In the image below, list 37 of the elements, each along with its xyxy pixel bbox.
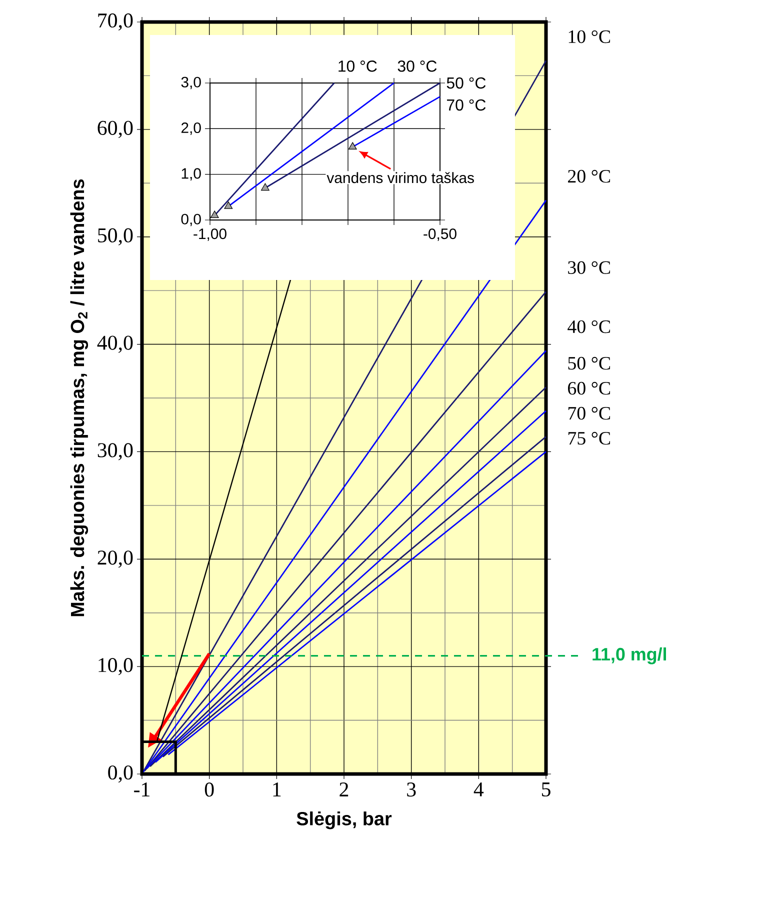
- y-tick-label: 2,0: [181, 122, 201, 135]
- series-label: 50 °C: [568, 356, 610, 370]
- x-axis-title: Slėgis, bar: [296, 811, 392, 830]
- series-label: 40 °C: [568, 320, 610, 334]
- y-axis-title: Maks. deguonies tirpumas, mg O$_{2}$ / litre vandens: [70, 179, 88, 616]
- y-tick-label: 20,0: [98, 550, 133, 568]
- series-label: 70 °C: [447, 99, 486, 111]
- series-label: 50 °C: [446, 77, 486, 89]
- y-tick-label: 60,0: [98, 120, 133, 138]
- series-label: 75 °C: [568, 432, 610, 445]
- y-tick-label: 40,0: [97, 336, 133, 353]
- x-tick-label: -1: [134, 782, 150, 796]
- y-tick-label: 10,0: [98, 658, 133, 676]
- series-label: 10 °C: [568, 30, 610, 44]
- series-label: 70 °C: [568, 406, 610, 420]
- y-tick-label: 30,0: [98, 443, 133, 460]
- y-tick-label: 50,0: [98, 228, 133, 246]
- x-tick-label: 2: [340, 782, 348, 796]
- series-label: 30 °C: [568, 261, 610, 274]
- x-tick-label: 5: [542, 782, 550, 796]
- x-tick-label: -1,00: [194, 228, 226, 241]
- y-tick-label: 3,0: [181, 76, 201, 90]
- series-label: 30 °C: [398, 60, 437, 72]
- x-tick-label: 4: [474, 782, 484, 796]
- y-tick-label: 0,0: [108, 765, 133, 783]
- series-label: 20 °C: [568, 170, 610, 183]
- x-tick-label: 0: [204, 782, 214, 797]
- y-tick-label: 70,0: [98, 13, 133, 31]
- series-label: 10 °C: [338, 60, 377, 72]
- series-label: 60 °C: [568, 382, 610, 395]
- x-tick-label: 1: [273, 782, 281, 796]
- x-tick-label: 3: [407, 782, 416, 797]
- annotation: vandens virimo taškas: [326, 172, 474, 184]
- y-tick-label: 1,0: [182, 168, 201, 180]
- y-tick-label: 0,0: [181, 214, 201, 226]
- ref-line-label: 11,0 mg/l: [592, 647, 666, 664]
- x-tick-label: -0,50: [424, 228, 456, 241]
